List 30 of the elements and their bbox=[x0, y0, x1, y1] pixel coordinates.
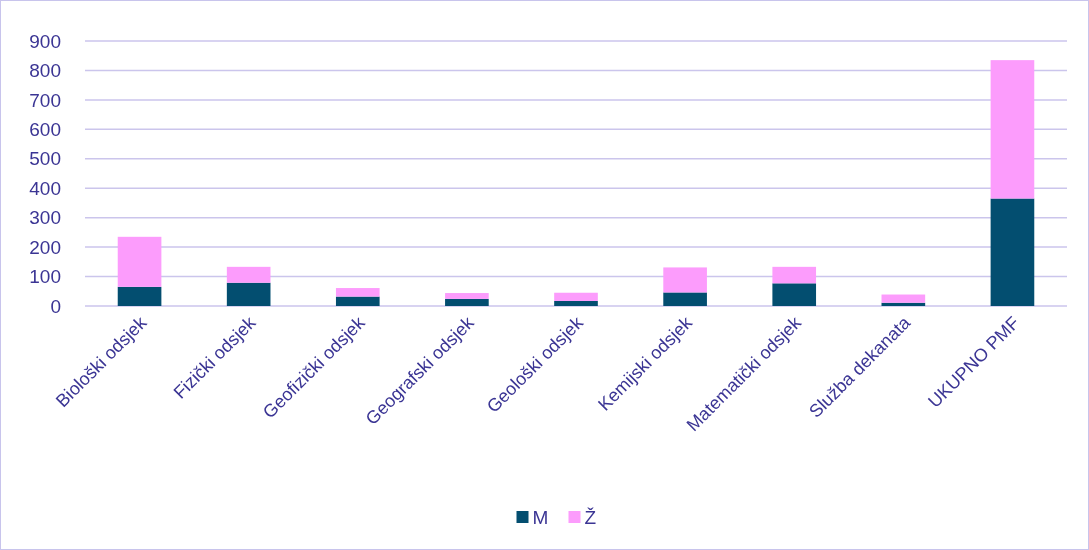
bar bbox=[335, 296, 380, 306]
y-tick-label: 800 bbox=[29, 60, 61, 82]
bar bbox=[772, 266, 817, 284]
bar bbox=[663, 292, 707, 306]
y-tick-label: 500 bbox=[29, 148, 61, 170]
legend-label: M bbox=[532, 506, 549, 528]
bar bbox=[117, 286, 162, 306]
bar bbox=[554, 300, 598, 306]
legend-label: Ž bbox=[584, 506, 597, 528]
bar bbox=[881, 302, 926, 306]
y-tick-label: 400 bbox=[29, 177, 61, 199]
y-tick-label: 700 bbox=[29, 89, 61, 111]
y-tick-label: 100 bbox=[29, 266, 61, 288]
bar bbox=[881, 294, 926, 303]
bar bbox=[663, 267, 707, 293]
y-tick-label: 0 bbox=[50, 295, 61, 317]
y-tick-label: 900 bbox=[29, 30, 61, 52]
bar bbox=[990, 198, 1035, 306]
bar bbox=[445, 293, 489, 299]
bar bbox=[226, 266, 271, 283]
y-tick-label: 600 bbox=[29, 118, 61, 140]
bar bbox=[445, 298, 489, 306]
bar bbox=[335, 288, 380, 297]
y-tick-label: 200 bbox=[29, 236, 61, 258]
bar bbox=[226, 282, 271, 306]
y-tick-label: 300 bbox=[29, 207, 61, 229]
bar bbox=[554, 292, 598, 301]
bar bbox=[117, 236, 162, 287]
bar bbox=[990, 60, 1035, 199]
bar bbox=[772, 283, 817, 306]
